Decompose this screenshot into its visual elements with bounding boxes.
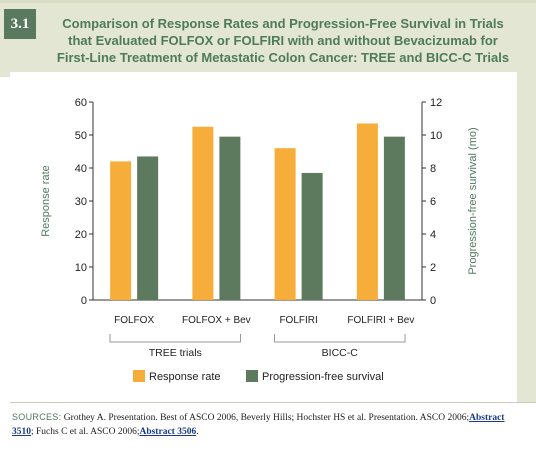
response-rate-bar-2 [192, 126, 214, 300]
left-tick-label: 60 [75, 97, 87, 109]
legend-swatch [246, 370, 258, 382]
right-tick-label: 2 [430, 262, 436, 274]
sources-label: SOURCES: [12, 412, 62, 422]
pfs-bar-4 [383, 136, 405, 300]
right-tick-label: 8 [430, 163, 436, 175]
sources-text-3: . [196, 427, 199, 437]
group-label: TREE trials [149, 347, 202, 359]
figure-title: Comparison of Response Rates and Progres… [40, 15, 526, 66]
group-bracket [109, 334, 241, 343]
sources-text-2: ; Fuchs C et al. ASCO 2006; [31, 427, 140, 437]
response-rate-bar-1 [110, 161, 132, 300]
response-rate-bar-3 [274, 148, 296, 300]
left-tick-label: 30 [75, 196, 87, 208]
right-tick-label: 12 [430, 97, 442, 109]
right-tick-label: 0 [430, 295, 436, 307]
sources-note: SOURCES: Grothey A. Presentation. Best o… [12, 410, 512, 439]
group-bracket [274, 334, 406, 343]
right-border-strip [517, 72, 536, 402]
left-tick-label: 0 [81, 295, 87, 307]
pfs-bar-1 [137, 156, 159, 300]
group-label: BICC-C [322, 347, 359, 359]
left-tick-label: 20 [75, 229, 87, 241]
category-label: FOLFIRI [279, 315, 317, 326]
legend-label: Response rate [149, 371, 221, 383]
chart-labels: 0 10 20 30 40 50 60 0 2 4 6 8 10 12 Response rate Progr… [40, 97, 479, 359]
response-rate-bar-4 [356, 123, 378, 300]
right-tick-label: 10 [430, 130, 442, 142]
title-line-1: Comparison of Response Rates and Progres… [62, 16, 504, 31]
abstract-3506-link[interactable]: Abstract 3506 [139, 427, 197, 437]
legend-swatch [133, 370, 145, 382]
pfs-bar-3 [301, 172, 323, 300]
chart-bars [110, 123, 405, 300]
category-label: FOLFOX [114, 315, 154, 326]
bar-chart: 0 10 20 30 40 50 60 0 2 4 6 8 10 12 Response rate Progr… [40, 97, 479, 383]
left-tick-label: 50 [75, 130, 87, 142]
category-label: FOLFOX + Bev [182, 315, 251, 326]
right-tick-label: 6 [430, 196, 436, 208]
title-line-2: that Evaluated FOLFOX or FOLFIRI with an… [68, 33, 498, 48]
right-axis-label: Progression-free survival (mo) [467, 127, 479, 274]
plot-background [10, 72, 527, 390]
figure-number: 3.1 [4, 9, 36, 39]
right-tick-label: 4 [430, 229, 436, 241]
legend-label: Progression-free survival [262, 371, 384, 383]
pfs-bar-2 [219, 136, 241, 300]
figure-header: 3.1 Comparison of Response Rates and Pro… [0, 0, 536, 77]
sources-divider [10, 402, 536, 403]
title-line-3: First-Line Treatment of Metastatic Colon… [56, 50, 510, 65]
sources-text-1: Grothey A. Presentation. Best of ASCO 20… [63, 413, 470, 423]
category-label: FOLFIRI + Bev [347, 315, 414, 326]
abstract-3510-link[interactable]: Abstract 3510 [12, 413, 505, 437]
chart-legend: Response rate Progression-free survival [133, 370, 384, 383]
left-tick-label: 10 [75, 262, 87, 274]
left-axis-label: Response rate [40, 165, 52, 237]
left-tick-label: 40 [75, 163, 87, 175]
